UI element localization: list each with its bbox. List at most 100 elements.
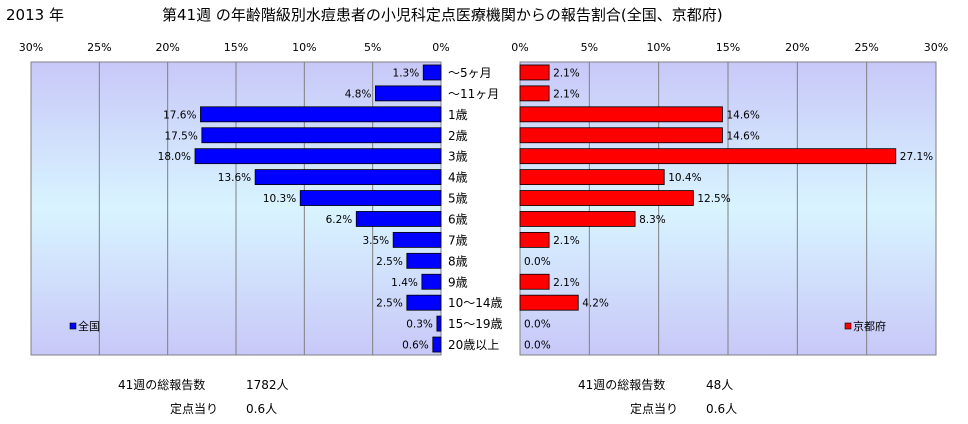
kyoto-bar: [519, 169, 665, 186]
national-bar: [194, 148, 442, 165]
national-bar-value: 1.4%: [391, 277, 418, 289]
national-bar-value: 4.8%: [345, 88, 372, 100]
left-tick-label: 30%: [19, 41, 43, 54]
kyoto-bar: [519, 231, 550, 248]
national-bar: [299, 190, 442, 206]
category-label: 3歳: [448, 150, 468, 164]
chart-title: 第41週 の年齢階級別水痘患者の小児科定点医療機関からの報告割合(全国、京都府): [162, 6, 723, 24]
kyoto-total-label: 41週の総報告数: [578, 377, 665, 392]
national-total-label: 41週の総報告数: [118, 377, 205, 392]
national-bar-value: 17.5%: [164, 130, 197, 142]
kyoto-bar: [519, 64, 550, 81]
national-bar: [421, 273, 442, 290]
national-bar: [422, 64, 442, 81]
left-tick-label: 0%: [432, 41, 449, 54]
category-label: 4歳: [448, 171, 468, 185]
right-tick-label: 20%: [785, 41, 809, 54]
kyoto-bar: [519, 148, 897, 165]
kyoto-bar: [519, 106, 723, 123]
year-label: 2013 年: [6, 6, 64, 24]
kyoto-bar-value: 12.5%: [697, 193, 730, 205]
national-bar: [392, 231, 442, 248]
kyoto-bar: [519, 294, 579, 311]
right-tick-label: 5%: [581, 41, 598, 54]
national-bar-value: 17.6%: [163, 109, 196, 121]
kyoto-bar-value: 2.1%: [553, 67, 580, 79]
kyoto-bar-value: 14.6%: [726, 109, 759, 121]
legend-national: 全国: [69, 319, 100, 333]
kyoto-bar-value: 4.2%: [582, 298, 609, 310]
right-axis-ticks: 0% 5% 10% 15% 20% 25% 30%: [511, 41, 948, 54]
national-bar: [355, 211, 442, 227]
national-per-label: 定点当り: [170, 401, 218, 416]
national-bar-value: 0.6%: [402, 340, 429, 352]
category-label: 10～14歳: [448, 296, 503, 310]
kyoto-bar-value: 2.1%: [553, 277, 580, 289]
national-bar: [406, 294, 442, 311]
left-tick-label: 10%: [292, 41, 316, 54]
legend-national-swatch: [69, 322, 77, 330]
kyoto-bar-value: 2.1%: [553, 235, 580, 247]
national-bar: [374, 85, 442, 102]
category-label: 7歳: [448, 233, 468, 247]
category-label: 5歳: [448, 192, 468, 206]
national-bar: [432, 336, 442, 353]
legend-kyoto-swatch: [844, 322, 852, 330]
national-bar: [201, 127, 442, 144]
category-label: 9歳: [448, 275, 468, 289]
kyoto-bar: [519, 127, 723, 144]
category-label: 2歳: [448, 129, 468, 143]
kyoto-bar-value: 0.0%: [524, 340, 551, 352]
kyoto-bar-value: 14.6%: [726, 130, 759, 142]
kyoto-bar-value: 0.0%: [524, 256, 551, 268]
national-bar: [200, 106, 442, 123]
national-bar-value: 18.0%: [158, 151, 191, 163]
kyoto-bar-value: 0.0%: [524, 319, 551, 331]
left-tick-label: 5%: [364, 41, 381, 54]
right-tick-label: 25%: [854, 41, 878, 54]
right-tick-label: 0%: [511, 41, 528, 54]
kyoto-bar-value: 2.1%: [553, 88, 580, 100]
category-label: 15～19歳: [448, 317, 503, 331]
right-tick-label: 15%: [716, 41, 740, 54]
category-label: 20歳以上: [448, 338, 499, 352]
kyoto-bar-value: 10.4%: [668, 172, 701, 184]
category-label: 6歳: [448, 212, 468, 226]
national-bar-value: 1.3%: [393, 67, 420, 79]
national-bar-value: 10.3%: [263, 193, 296, 205]
kyoto-per-label: 定点当り: [630, 401, 678, 416]
right-tick-label: 30%: [924, 41, 948, 54]
legend-national-label: 全国: [78, 319, 100, 333]
kyoto-bar: [519, 273, 550, 290]
national-total-value: 1782人: [246, 378, 289, 392]
national-bar: [254, 169, 442, 186]
kyoto-bar: [519, 211, 636, 227]
left-tick-label: 25%: [87, 41, 111, 54]
national-bar-value: 3.5%: [362, 235, 389, 247]
left-axis-ticks: 30% 25% 20% 15% 10% 5% 0%: [19, 41, 450, 54]
kyoto-total-value: 48人: [706, 378, 733, 392]
right-tick-label: 10%: [646, 41, 670, 54]
category-label: 1歳: [448, 108, 468, 122]
national-bar-value: 13.6%: [218, 172, 251, 184]
left-bars: 1.3% 4.8% 17.6% 17.5% 18.0% 13.6% 10.3% 6.2% 3.5…: [158, 64, 442, 353]
legend-kyoto-label: 京都府: [853, 319, 886, 333]
national-bar-value: 0.3%: [406, 319, 433, 331]
kyoto-bar: [519, 85, 550, 102]
national-bar: [436, 315, 442, 332]
national-bar: [406, 252, 442, 269]
kyoto-bar-value: 8.3%: [639, 214, 666, 226]
legend-kyoto: 京都府: [844, 319, 886, 333]
left-tick-label: 20%: [155, 41, 179, 54]
kyoto-bar-value: 27.1%: [900, 151, 933, 163]
kyoto-per-value: 0.6人: [706, 402, 737, 416]
national-bar-value: 2.5%: [376, 298, 403, 310]
national-bar-value: 6.2%: [326, 214, 353, 226]
right-bars: 2.1% 2.1% 14.6% 14.6% 27.1% 10.4% 12.5% 8.3% 2.1…: [519, 64, 933, 352]
left-tick-label: 15%: [224, 41, 248, 54]
national-per-value: 0.6人: [246, 402, 277, 416]
kyoto-bar: [519, 190, 694, 206]
national-bar-value: 2.5%: [376, 256, 403, 268]
category-label: ～11ヶ月: [448, 87, 499, 101]
